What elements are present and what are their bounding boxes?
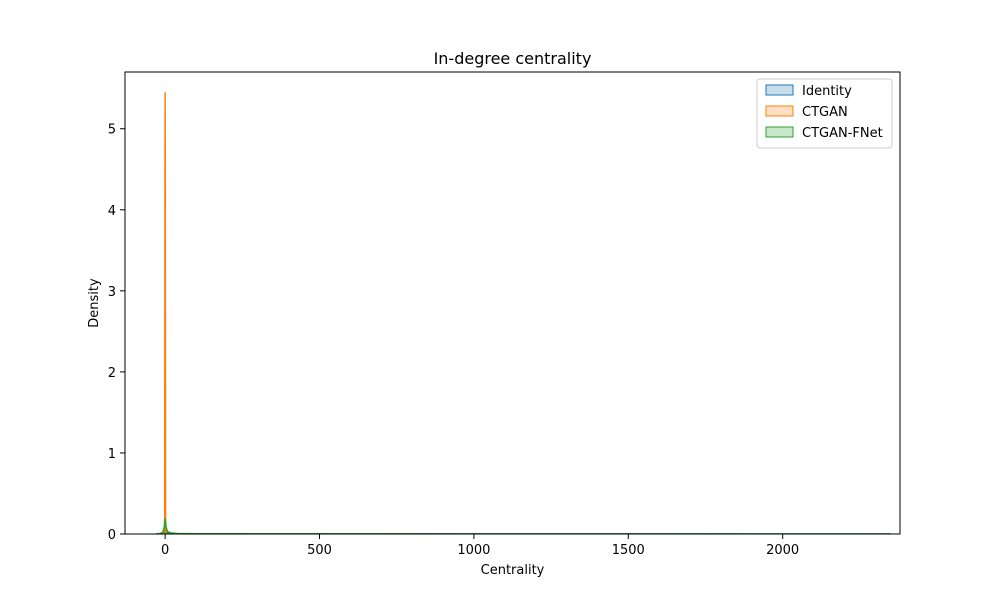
legend-label-ctgan: CTGAN <box>802 105 848 120</box>
x-tick-label: 500 <box>307 543 332 558</box>
plot-frame <box>124 71 901 535</box>
y-tick-label: 2 <box>108 366 116 381</box>
y-tick-label: 3 <box>108 285 116 300</box>
y-tick-label: 4 <box>108 204 116 219</box>
x-axis-label: Centrality <box>481 563 545 578</box>
y-axis: 0 1 2 3 4 5 <box>108 123 125 543</box>
x-axis: 0 500 1000 1500 2000 <box>161 534 799 558</box>
x-tick-label: 1500 <box>612 543 645 558</box>
chart-title: In-degree centrality <box>434 49 592 68</box>
legend-swatch-ctgan <box>765 105 794 117</box>
legend-swatch-ctgan-fnet <box>765 126 794 138</box>
x-tick-label: 1000 <box>457 543 490 558</box>
y-axis-label: Density <box>87 278 102 328</box>
series-group <box>155 92 891 534</box>
ctgan-fnet-area <box>158 518 891 534</box>
x-tick-label: 0 <box>161 543 169 558</box>
y-tick-label: 5 <box>108 123 116 138</box>
ctgan-line <box>163 92 167 534</box>
y-tick-label: 1 <box>108 447 116 462</box>
x-tick-label: 2000 <box>766 543 799 558</box>
legend-label-identity: Identity <box>802 84 852 99</box>
legend-swatch-identity <box>765 84 794 96</box>
ctgan-fnet-line <box>158 518 891 534</box>
legend-box <box>756 78 893 149</box>
legend-label-ctgan-fnet: CTGAN-FNet <box>802 126 883 141</box>
plot-area <box>124 71 901 535</box>
y-tick-label: 0 <box>108 528 116 543</box>
legend: Identity CTGAN CTGAN-FNet <box>756 78 893 149</box>
